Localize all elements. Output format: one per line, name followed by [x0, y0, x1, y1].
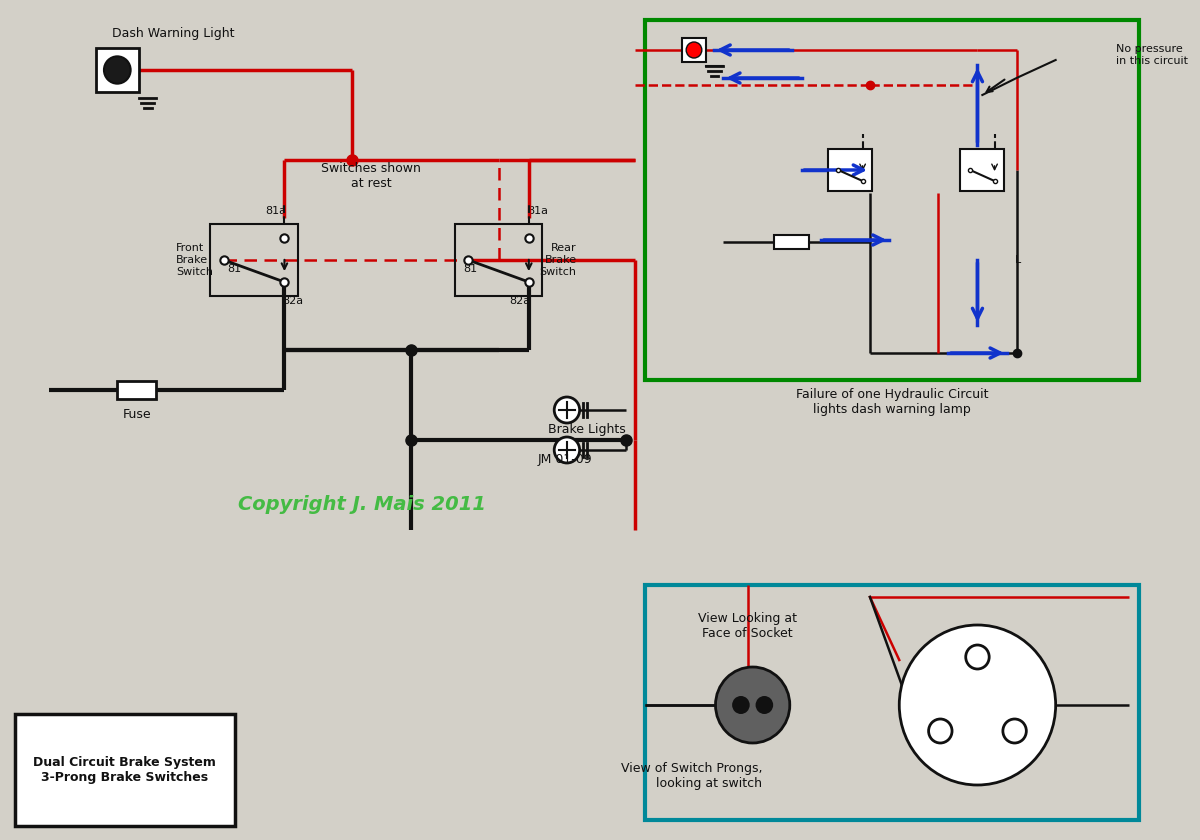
Text: L: L	[1015, 255, 1021, 265]
Text: Copyright J. Mais 2011: Copyright J. Mais 2011	[238, 496, 486, 514]
Circle shape	[732, 696, 750, 714]
Circle shape	[104, 56, 131, 84]
Bar	[828, 149, 872, 191]
Bar	[96, 48, 139, 92]
Circle shape	[686, 42, 702, 58]
Bar	[683, 38, 706, 62]
Bar	[210, 224, 298, 296]
Text: Fuse: Fuse	[122, 408, 151, 421]
Circle shape	[929, 719, 952, 743]
Text: Dash Warning Light: Dash Warning Light	[113, 27, 235, 40]
Text: Switches shown
at rest: Switches shown at rest	[322, 162, 421, 190]
Text: Rear
Brake
Switch: Rear Brake Switch	[540, 244, 577, 276]
Text: Failure of one Hydraulic Circuit
lights dash warning lamp: Failure of one Hydraulic Circuit lights …	[796, 388, 988, 416]
Text: Front
Brake
Switch: Front Brake Switch	[176, 244, 212, 276]
Bar	[646, 585, 1139, 820]
Circle shape	[899, 625, 1056, 785]
Text: 81a: 81a	[265, 206, 287, 216]
Text: 81: 81	[227, 264, 241, 274]
Text: 81: 81	[463, 264, 478, 274]
Bar	[455, 224, 542, 296]
Circle shape	[1003, 719, 1026, 743]
Circle shape	[756, 696, 773, 714]
Text: Dual Circuit Brake System
3-Prong Brake Switches: Dual Circuit Brake System 3-Prong Brake …	[34, 756, 216, 784]
Text: 81a: 81a	[527, 206, 548, 216]
Circle shape	[966, 645, 989, 669]
Text: 81a: 81a	[961, 627, 983, 637]
Circle shape	[554, 437, 580, 463]
Bar	[14, 714, 234, 826]
Bar	[118, 381, 156, 399]
Circle shape	[554, 397, 580, 423]
Text: JM 01-09: JM 01-09	[538, 454, 593, 466]
Text: Brake Lights: Brake Lights	[548, 423, 625, 437]
Text: 81: 81	[938, 715, 953, 725]
Text: 82a: 82a	[282, 296, 304, 306]
Text: 82a: 82a	[510, 296, 530, 306]
Circle shape	[715, 667, 790, 743]
Text: View of Switch Prongs,
looking at switch: View of Switch Prongs, looking at switch	[620, 762, 762, 790]
Bar	[646, 20, 1139, 380]
Bar	[774, 235, 809, 249]
Text: View Looking at
Face of Socket: View Looking at Face of Socket	[698, 612, 797, 640]
Text: 82a: 82a	[1010, 715, 1031, 725]
Text: No pressure
in this circuit: No pressure in this circuit	[1116, 45, 1188, 66]
Bar	[960, 149, 1004, 191]
